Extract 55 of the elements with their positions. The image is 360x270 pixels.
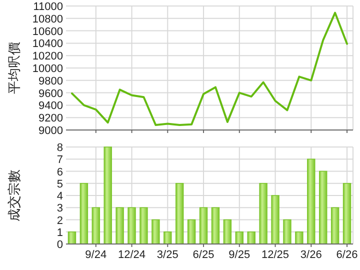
y-tick-label: 9200 [38,112,63,125]
y-axis-title: 成交宗數 [6,170,22,222]
bar [283,219,292,244]
y-tick-label: 9400 [38,100,63,112]
y-tick-label: 9000 [38,125,63,137]
y-tick-label: 10400 [32,38,63,50]
bar [295,231,304,244]
bar [80,182,88,244]
bar [199,207,208,244]
bar [211,207,220,244]
bar [116,207,124,244]
bar [175,182,184,244]
bar [307,158,316,244]
bar [152,219,160,244]
y-tick-label: 10600 [32,26,63,38]
bar [271,195,280,244]
x-tick-label: 9/25 [228,249,250,261]
y-tick-label: 7 [56,154,63,166]
y-tick-label: 3 [56,202,63,215]
bar [318,170,328,244]
bar [92,207,100,244]
bar [235,231,244,244]
x-tick-label: 12/25 [262,249,290,261]
y-tick-label: 6 [56,166,63,178]
x-tick-label: 6/26 [336,249,358,261]
bar [104,146,112,244]
y-tick-label: 1 [56,226,63,239]
y-tick-label: 5 [56,178,63,190]
y-tick-label: 4 [56,190,63,202]
line-series [70,12,348,126]
x-tick-label: 12/24 [118,249,146,261]
y-tick-label: 0 [56,239,63,251]
y-tick-label: 9800 [38,75,63,88]
bar [247,231,256,244]
y-tick-label: 10000 [32,63,63,75]
bar [140,207,148,244]
bar [223,219,232,244]
bar [330,207,340,244]
x-tick-label: 3/25 [156,249,178,261]
y-tick-label: 10200 [32,50,63,63]
y-tick-label: 8 [56,142,63,154]
y-tick-label: 9600 [38,88,63,100]
y-tick-label: 10800 [32,13,63,26]
bar [128,207,136,244]
bar [259,182,268,244]
bar [187,219,196,244]
bar [68,231,76,244]
y-tick-label: 2 [56,214,63,227]
bar [342,182,352,244]
x-tick-label: 9/24 [85,249,107,261]
y-tick-label: 11000 [33,1,63,13]
x-tick-label: 3/26 [300,249,322,261]
bar [164,231,172,244]
x-tick-label: 6/25 [192,249,214,261]
y-axis-title: 平均呎價 [6,42,22,94]
